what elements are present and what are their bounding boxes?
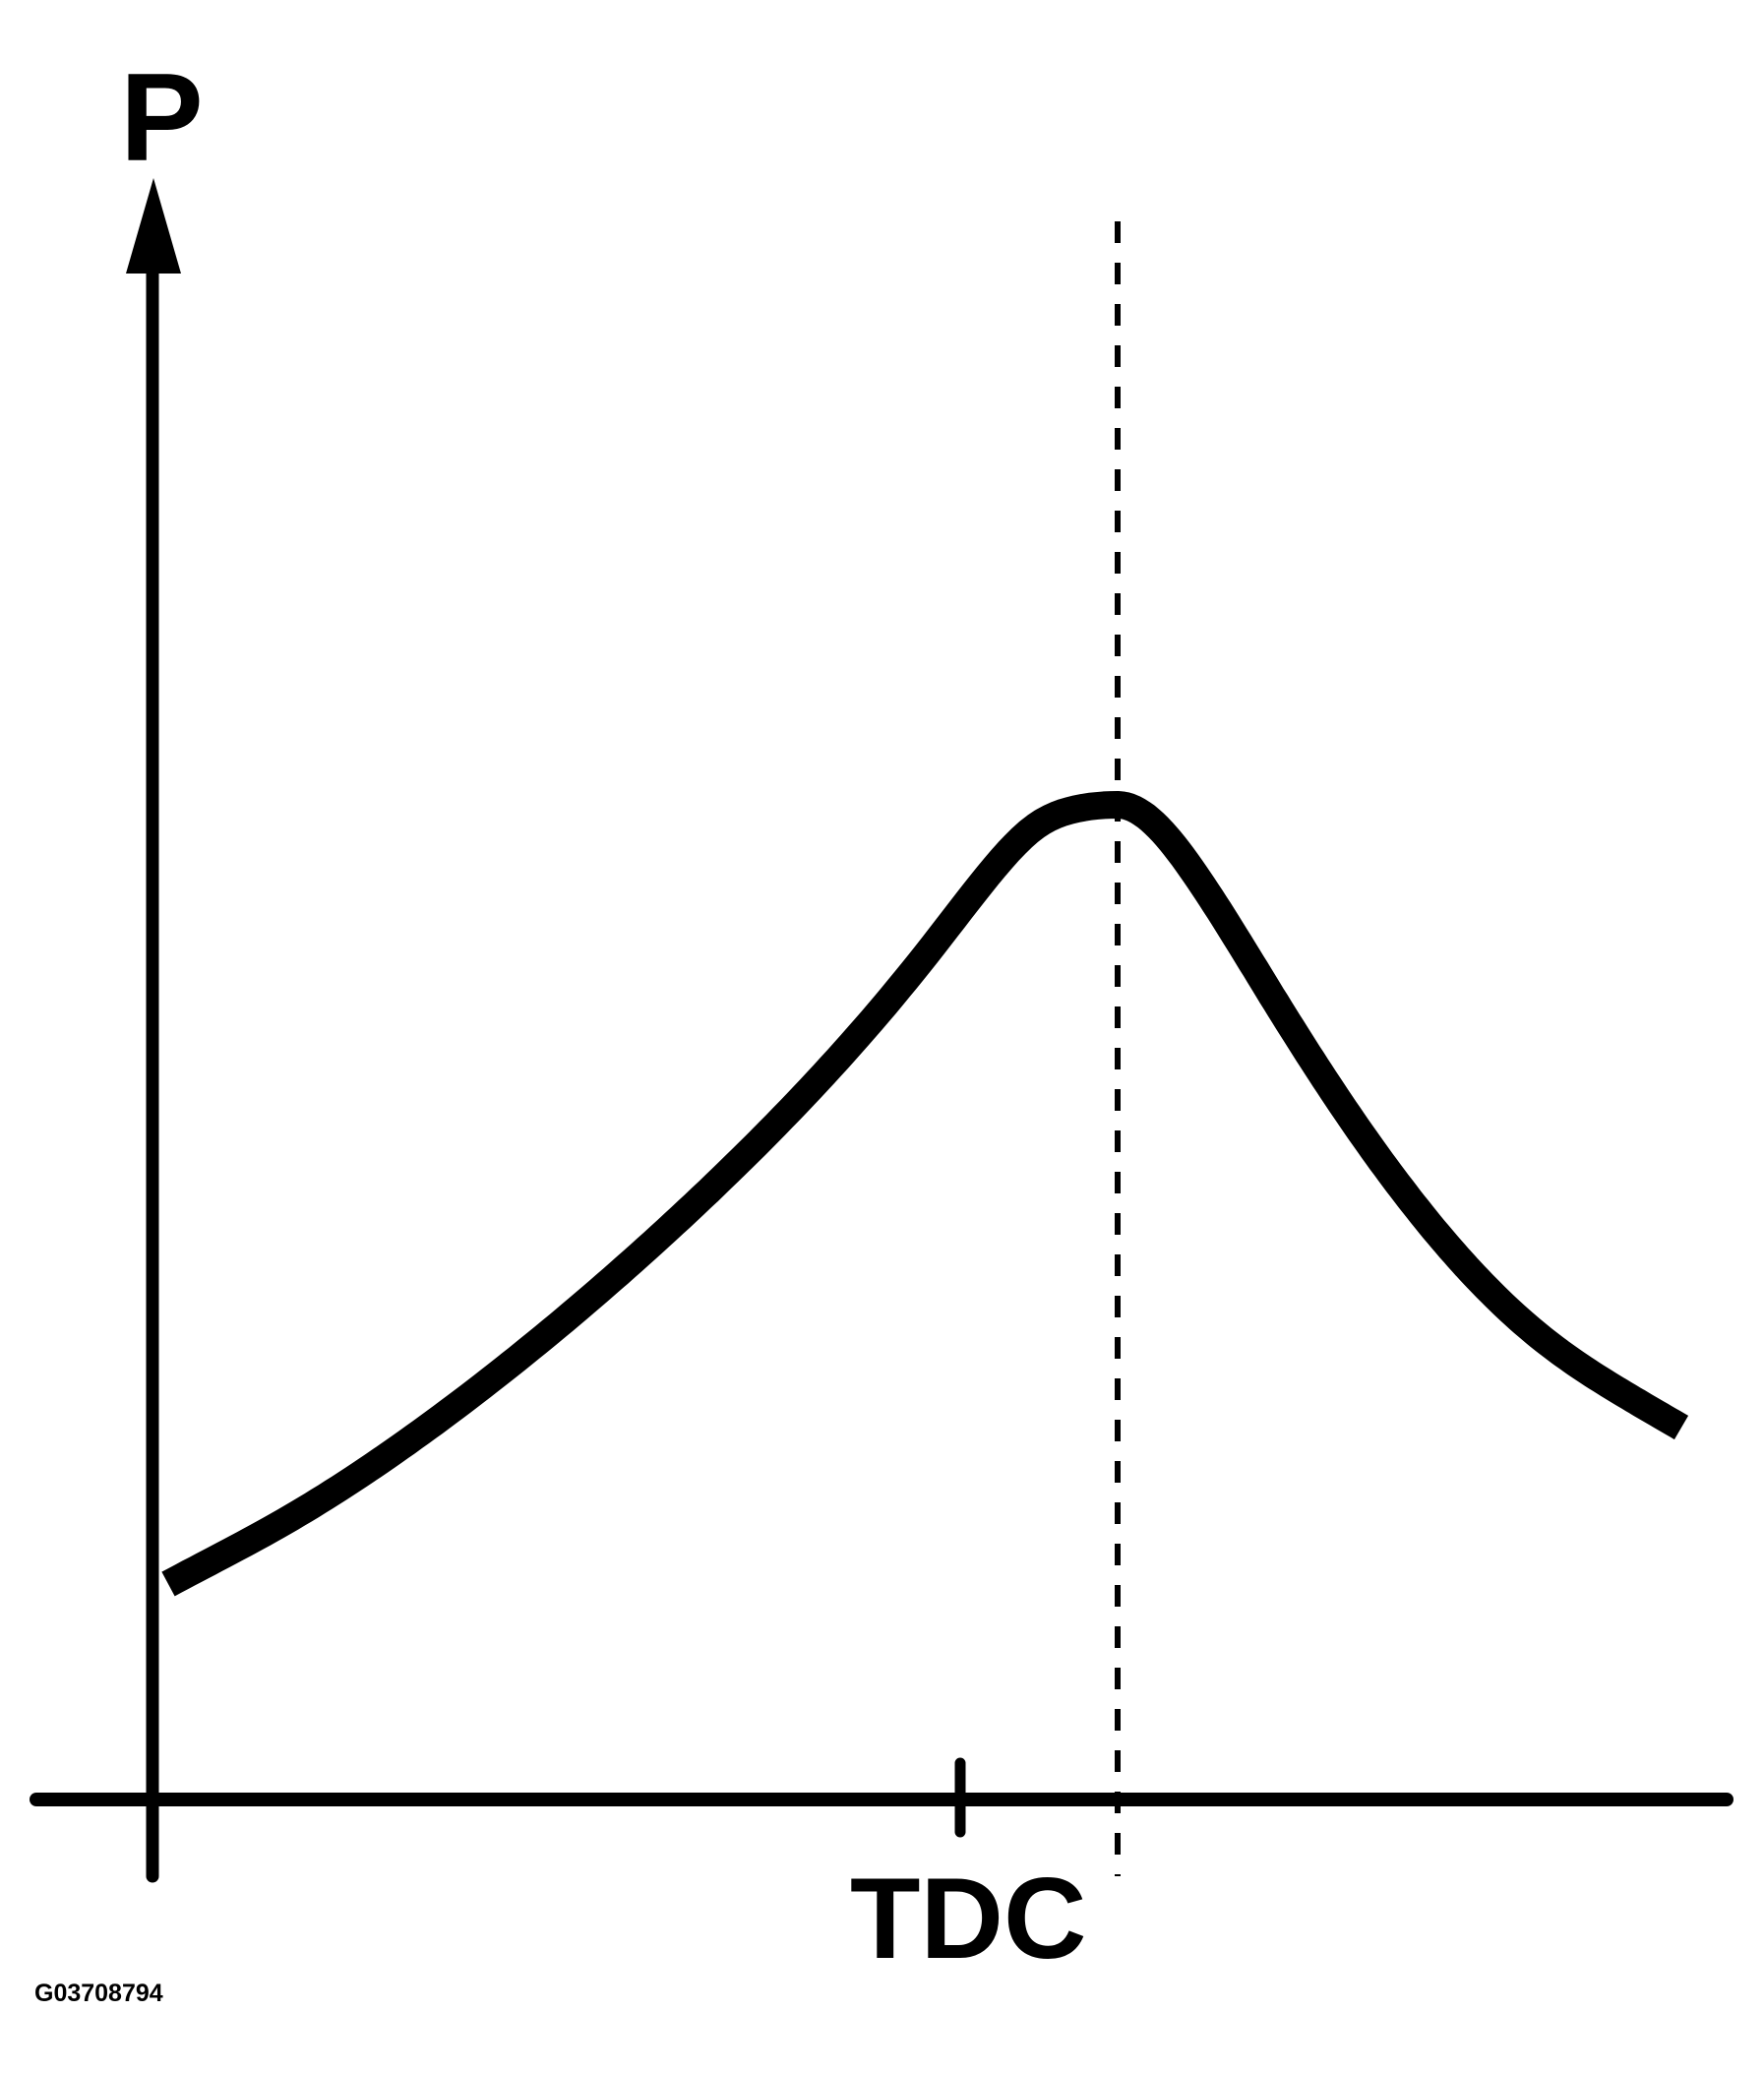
svg-text:P: P [120,47,204,187]
svg-text:TDC: TDC [850,1854,1086,1982]
svg-text:G03708794: G03708794 [34,1980,163,2007]
